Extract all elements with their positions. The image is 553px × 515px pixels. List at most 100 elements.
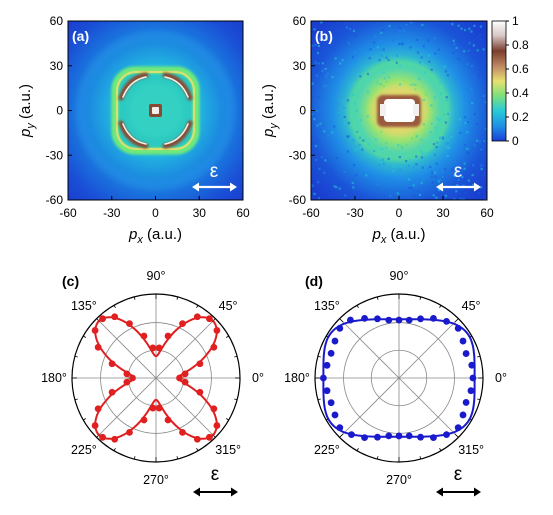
x-tick-label-b: 0	[396, 206, 403, 220]
data-point-c	[99, 433, 107, 441]
polar-tick-mark	[454, 433, 459, 438]
y-tick-label-b: 0	[299, 104, 306, 118]
data-point-c	[193, 313, 201, 321]
data-point-d	[385, 432, 393, 440]
data-point-c	[210, 405, 218, 413]
polar-angle-label-c: 270°	[143, 473, 169, 487]
data-point-c	[213, 422, 221, 429]
data-point-c	[99, 315, 107, 323]
data-point-d	[443, 431, 450, 439]
data-point-d	[374, 433, 381, 441]
data-point-c	[155, 344, 163, 352]
polar-angle-label-c: 225°	[71, 443, 97, 457]
x-tick-label-b: -60	[302, 206, 320, 220]
x-axis-label-b: px (a.u.)	[371, 226, 425, 246]
colorbar-tick-label: 0.4	[512, 86, 529, 100]
data-point-c	[196, 388, 204, 396]
polar-tick-mark	[477, 398, 481, 401]
polar-angle-label-c: 135°	[71, 299, 97, 313]
data-point-d	[417, 315, 424, 323]
data-point-d	[462, 399, 470, 406]
heatmap-b: ε	[311, 21, 487, 200]
polar-angle-label-d: 135°	[314, 299, 340, 313]
polar-angle-label-d: 45°	[462, 299, 481, 313]
polar-tick-mark	[74, 355, 78, 358]
colorbar-gradient	[491, 20, 507, 142]
data-point-d	[395, 316, 403, 324]
y-tick-label-a: 0	[56, 104, 63, 118]
data-point-d	[443, 317, 450, 325]
polar-tick-mark	[176, 456, 179, 460]
polar-angle-label-d: 270°	[386, 473, 412, 487]
data-point-d	[467, 387, 475, 395]
colorbar-tick-label: 0	[512, 134, 519, 148]
panel-c: (c) 0° 45° 90° 135° 180° 225° 270° 315° ε	[41, 269, 264, 497]
data-point-d	[385, 316, 393, 324]
data-point-d	[468, 361, 476, 369]
polar-tick-mark	[234, 398, 238, 401]
polar-tick-mark	[317, 355, 321, 358]
x-tick-label-a: -30	[103, 206, 121, 220]
data-point-d	[462, 350, 470, 357]
polarization-symbol-d: ε	[454, 464, 463, 485]
polar-angle-label-d: 315°	[458, 443, 484, 457]
polar-angle-label-c: 45°	[219, 299, 238, 313]
data-point-c	[179, 320, 186, 328]
data-point-c	[123, 378, 131, 386]
colorbar-tick-label: 1	[512, 14, 519, 28]
polar-tick-mark	[176, 296, 179, 300]
data-point-d	[417, 433, 424, 441]
polar-tick-mark	[376, 296, 379, 300]
polar-angle-label-d: 180°	[284, 371, 310, 385]
polar-tick-mark	[113, 305, 116, 309]
y-tick-label-b: 60	[293, 14, 307, 28]
data-point-c	[108, 388, 116, 396]
colorbar-tick-label: 0.2	[512, 110, 529, 124]
data-point-c	[140, 332, 148, 340]
data-point-d	[331, 411, 339, 419]
data-point-c	[205, 433, 213, 441]
x-tick-label-a: 60	[236, 206, 250, 220]
x-tick-label-a: 0	[152, 206, 159, 220]
data-point-d	[361, 434, 368, 442]
polarization-symbol-b: ε	[454, 161, 463, 182]
data-point-c	[181, 370, 189, 378]
polar-tick-mark	[196, 305, 199, 309]
y-tick-label-b: -60	[289, 193, 307, 207]
polar-tick-mark	[439, 305, 442, 309]
data-point-d	[327, 349, 335, 357]
polar-tick-mark	[133, 296, 136, 300]
x-tick-label-b: -30	[346, 206, 364, 220]
polarization-symbol-c: ε	[211, 464, 220, 485]
panel-label-d: (d)	[305, 273, 323, 289]
data-point-c	[155, 404, 163, 412]
heatmap-a: ε	[68, 21, 243, 200]
polar-tick-mark	[133, 456, 136, 460]
polar-tick-mark	[439, 447, 442, 451]
polar-grid-c	[72, 294, 240, 462]
data-point-c	[179, 428, 186, 436]
data-point-c	[126, 428, 133, 436]
data-point-c	[210, 343, 218, 351]
polar-tick-mark	[454, 318, 459, 323]
x-axis-label-a: px (a.u.)	[128, 226, 182, 246]
data-point-d	[323, 387, 331, 395]
polar-tick-mark	[477, 355, 481, 358]
data-point-d	[361, 314, 368, 322]
polar-tick-mark	[113, 447, 116, 451]
polar-tick-mark	[74, 398, 78, 401]
polar-angle-label-c: 315°	[215, 443, 241, 457]
polar-tick-mark	[196, 447, 199, 451]
polar-angle-label-c: 0°	[252, 371, 264, 385]
polar-tick-mark	[356, 447, 359, 451]
data-point-d	[454, 424, 462, 432]
y-axis-label-b: py (a.u.)	[260, 84, 280, 138]
polar-tick-mark	[225, 335, 229, 338]
polar-tick-mark	[419, 296, 422, 300]
polar-tick-mark	[376, 456, 379, 460]
data-point-d	[374, 315, 381, 323]
polar-angle-label-c: 90°	[147, 269, 166, 283]
polar-tick-mark	[225, 418, 229, 421]
polarization-symbol-a: ε	[210, 161, 219, 182]
